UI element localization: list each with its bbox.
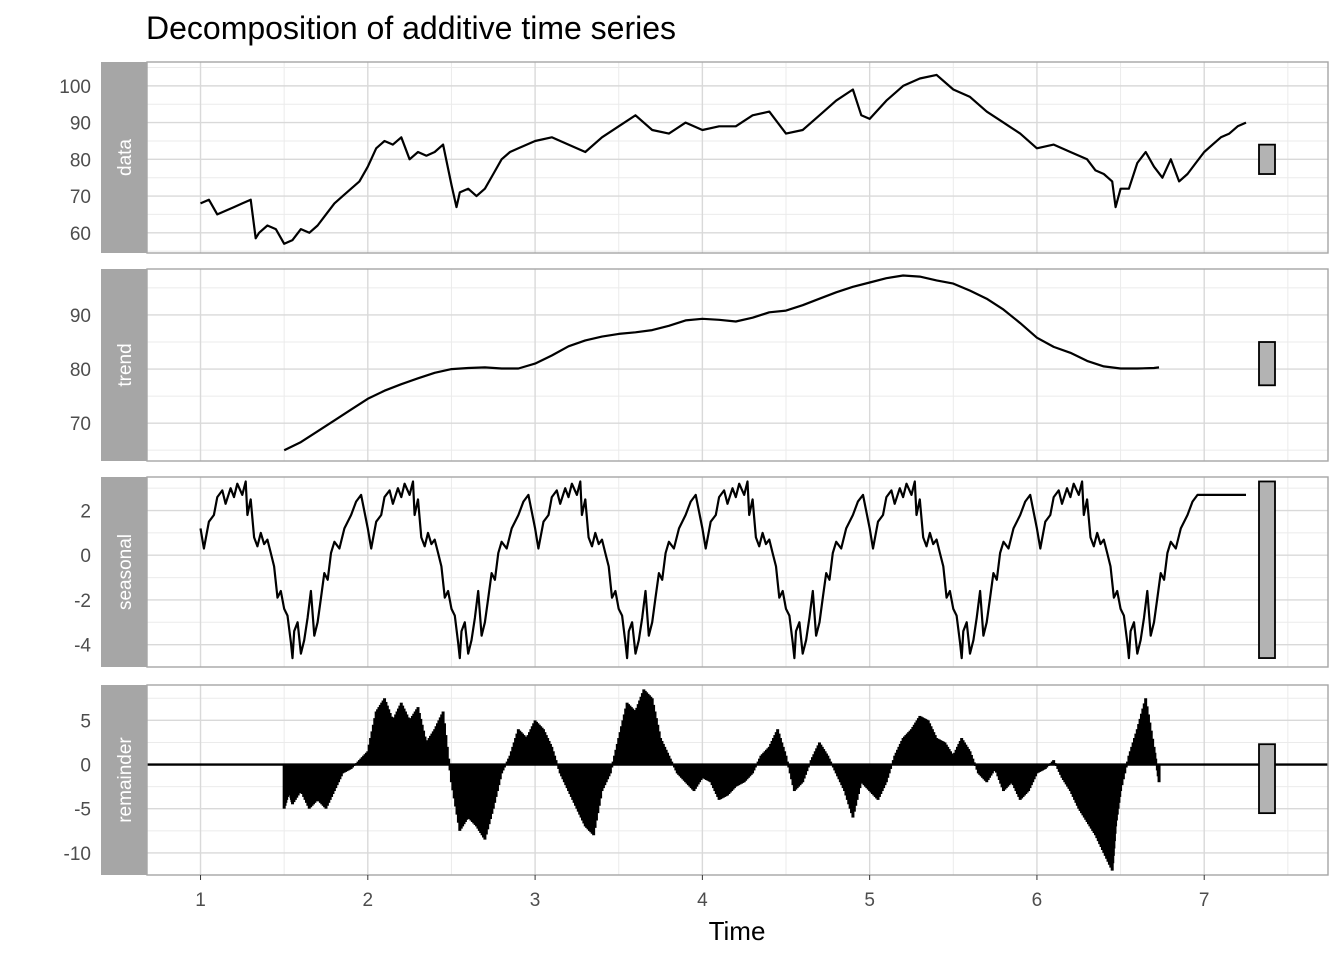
- y-tick-label: -10: [64, 844, 91, 865]
- series-line-trend: [283, 274, 1160, 452]
- series-line-seasonal: [199, 480, 1246, 660]
- strip-seasonal: [101, 477, 147, 667]
- strip-label-trend: trend: [115, 343, 136, 386]
- range-bar-data: [1258, 143, 1276, 175]
- panel-remainder: -10 -5 0 5 remainder: [64, 684, 1329, 876]
- x-tick-label: 1: [195, 890, 206, 911]
- x-tick-label: 4: [697, 890, 708, 911]
- y-tick-label: 90: [70, 306, 91, 327]
- y-tick-label: 60: [70, 224, 91, 245]
- y-tick-label: -5: [74, 800, 91, 821]
- y-tick-label: 100: [59, 77, 91, 98]
- panel-background: [147, 477, 1328, 667]
- x-axis-title: Time: [709, 916, 766, 946]
- strip-label-data: data: [115, 139, 136, 176]
- y-tick-label: -2: [74, 591, 91, 612]
- panel-trend: 70 80 90 trend: [70, 268, 1329, 462]
- strip-label-seasonal: seasonal: [115, 534, 136, 610]
- panels: 60 70 80 90 100 data 70 80 90 trend -4 -2 0 2 seasonal…: [59, 61, 1329, 876]
- y-tick-label: 80: [70, 360, 91, 381]
- y-tick-label: 0: [80, 546, 91, 567]
- x-tick-label: 7: [1199, 890, 1210, 911]
- x-tick-label: 6: [1032, 890, 1043, 911]
- x-tick-label: 5: [864, 890, 875, 911]
- y-tick-label: 70: [70, 187, 91, 208]
- panel-background: [147, 269, 1328, 461]
- chart-title: Decomposition of additive time series: [146, 10, 676, 46]
- strip-data: [101, 62, 147, 253]
- y-tick-label: 80: [70, 150, 91, 171]
- y-tick-label: -4: [74, 636, 91, 657]
- panel-background: [147, 62, 1328, 253]
- x-axis: 1 2 3 4 5 6 7: [195, 875, 1210, 911]
- y-tick-label: 0: [80, 756, 91, 777]
- range-bar-remainder: [1258, 743, 1276, 815]
- panel-seasonal: -4 -2 0 2 seasonal: [74, 476, 1329, 668]
- range-bar-seasonal: [1258, 480, 1276, 659]
- series-line-data: [200, 73, 1247, 245]
- panel-data: 60 70 80 90 100 data: [59, 61, 1329, 254]
- y-tick-label: 90: [70, 114, 91, 135]
- y-tick-label: 5: [80, 711, 91, 732]
- strip-remainder: [101, 685, 147, 875]
- y-tick-label: 70: [70, 414, 91, 435]
- y-tick-label: 2: [80, 502, 91, 523]
- strip-trend: [101, 269, 147, 461]
- x-tick-label: 3: [530, 890, 541, 911]
- x-tick-label: 2: [363, 890, 374, 911]
- strip-label-remainder: remainder: [115, 737, 136, 823]
- range-bar-trend: [1258, 341, 1276, 387]
